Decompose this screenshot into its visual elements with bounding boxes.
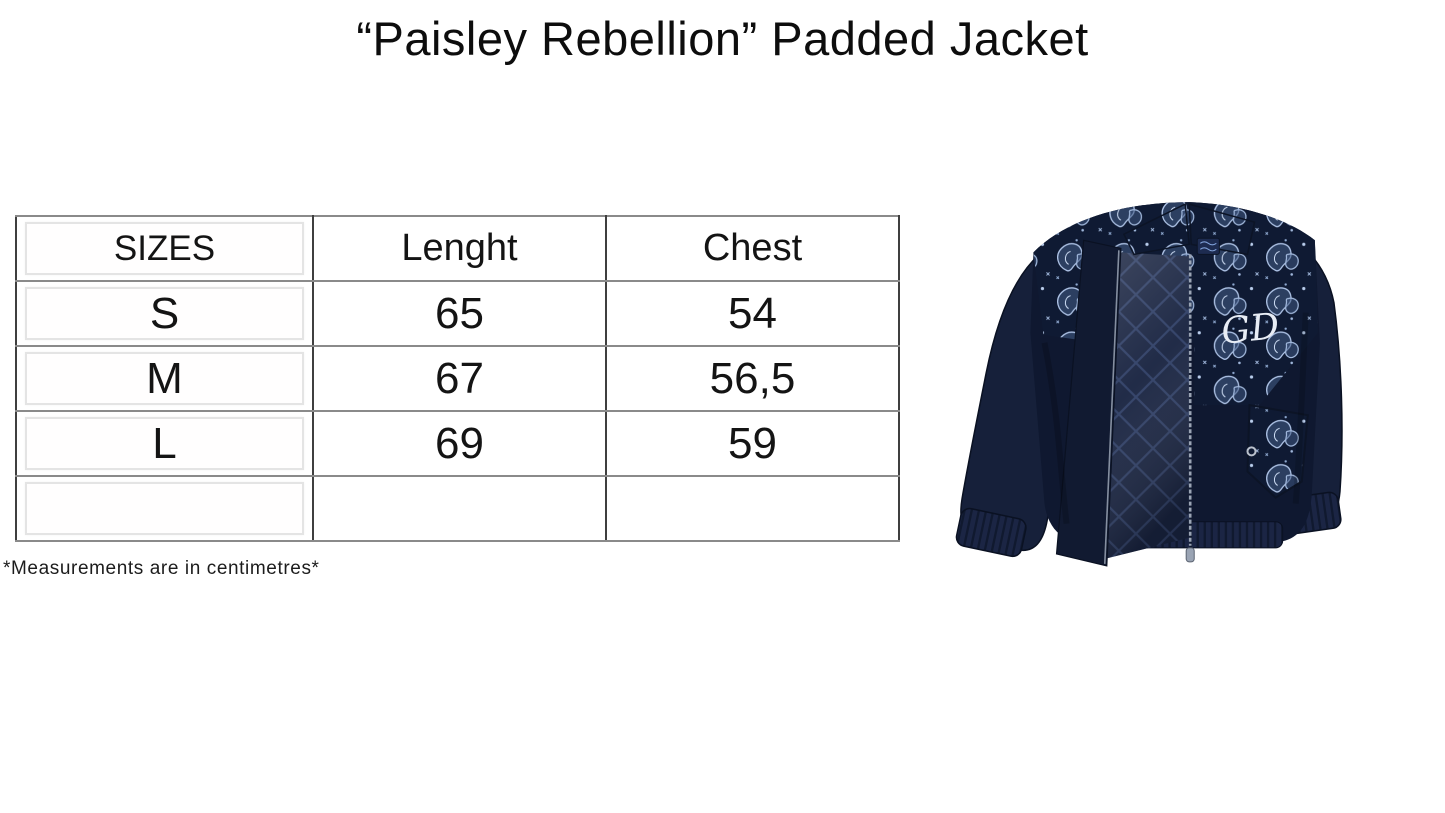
chest-value: 56,5 [605, 345, 900, 412]
jacket-paisley-pocket [1246, 403, 1309, 499]
neck-label [1196, 237, 1220, 255]
sizes-inner-box: SIZES [25, 222, 304, 275]
chest-value: 54 [605, 280, 900, 347]
sizes-inner-box: L [25, 417, 304, 470]
size-cell: S [15, 280, 314, 347]
chest-value [605, 475, 900, 542]
table-row-s: S 65 54 [15, 280, 900, 347]
sizes-inner-box [25, 482, 304, 535]
zipper-pull [1185, 547, 1195, 563]
size-chart-table: SIZES Lenght Chest S 65 54 [15, 215, 900, 542]
sizes-inner-box: S [25, 287, 304, 340]
header-chest: Chest [605, 215, 900, 282]
length-value [312, 475, 607, 542]
jacket: GD [955, 202, 1343, 567]
header-sizes: SIZES [15, 215, 314, 282]
table-header-row: SIZES Lenght Chest [15, 215, 900, 282]
length-value: 67 [312, 345, 607, 412]
header-length: Lenght [312, 215, 607, 282]
size-cell: M [15, 345, 314, 412]
pocket-zip-ring [1246, 446, 1257, 457]
header-sizes-label: SIZES [113, 228, 216, 268]
chest-monogram: GD [1219, 304, 1281, 353]
size-cell [15, 475, 314, 542]
table-row-l: L 69 59 [15, 410, 900, 477]
lining-sheen [1100, 252, 1190, 560]
product-photo-jacket: GD [955, 202, 1343, 567]
fold-shadow [1292, 312, 1309, 504]
table-row-m: M 67 56,5 [15, 345, 900, 412]
length-value: 65 [312, 280, 607, 347]
chest-value: 59 [605, 410, 900, 477]
measurement-footnote: *Measurements are in centimetres* [3, 558, 320, 579]
table-row-empty [15, 475, 900, 542]
placket-zipper-tape [1103, 250, 1120, 564]
length-value: 69 [312, 410, 607, 477]
size-chart: SIZES Lenght Chest S 65 54 [15, 215, 900, 542]
size-cell: L [15, 410, 314, 477]
jacket-left-cuff [955, 507, 1027, 558]
size-label: M [146, 353, 183, 403]
size-label: L [152, 418, 177, 468]
sizes-inner-box: M [25, 352, 304, 405]
jacket-collar-left [1122, 202, 1191, 256]
page-title: “Paisley Rebellion” Padded Jacket [356, 12, 1089, 65]
size-label: S [149, 288, 180, 338]
jacket-open-placket [1055, 239, 1122, 567]
fold-shadow [1041, 342, 1070, 525]
